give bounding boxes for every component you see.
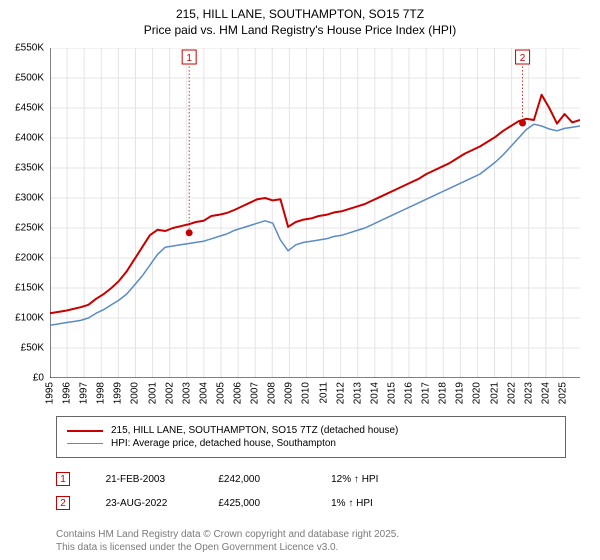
y-tick-label: £350K — [15, 163, 44, 174]
credits-line2: This data is licensed under the Open Gov… — [56, 542, 399, 555]
chart-area: 12 — [50, 48, 580, 378]
x-tick-label: 2009 — [284, 382, 295, 404]
y-tick-label: £550K — [15, 43, 44, 54]
title-line1: 215, HILL LANE, SOUTHAMPTON, SO15 7TZ — [0, 6, 600, 22]
x-tick-label: 2007 — [250, 382, 261, 404]
title-block: 215, HILL LANE, SOUTHAMPTON, SO15 7TZ Pr… — [0, 0, 600, 38]
event-row: 1 21-FEB-2003 £242,000 12% ↑ HPI — [56, 472, 566, 486]
x-tick-label: 2019 — [455, 382, 466, 404]
y-axis-labels: £0£50K£100K£150K£200K£250K£300K£350K£400… — [0, 48, 48, 378]
y-tick-label: £150K — [15, 283, 44, 294]
event-rows: 1 21-FEB-2003 £242,000 12% ↑ HPI 2 23-AU… — [56, 472, 566, 520]
x-tick-label: 2012 — [335, 382, 346, 404]
event-price: £425,000 — [218, 498, 328, 509]
y-tick-label: £50K — [21, 343, 44, 354]
x-tick-label: 2003 — [181, 382, 192, 404]
event-marker-badge: 2 — [56, 496, 70, 510]
svg-text:2: 2 — [520, 53, 526, 64]
legend-swatch — [67, 443, 103, 444]
x-tick-label: 2024 — [540, 382, 551, 404]
event-pct: 12% ↑ HPI — [331, 474, 378, 485]
x-tick-label: 1997 — [79, 382, 90, 404]
legend-row: 215, HILL LANE, SOUTHAMPTON, SO15 7TZ (d… — [67, 425, 555, 436]
chart-svg: 12 — [50, 48, 580, 378]
x-tick-label: 2018 — [438, 382, 449, 404]
x-tick-label: 2023 — [523, 382, 534, 404]
legend-swatch — [67, 430, 103, 432]
event-date: 23-AUG-2022 — [106, 498, 216, 509]
chart-container: 215, HILL LANE, SOUTHAMPTON, SO15 7TZ Pr… — [0, 0, 600, 560]
svg-text:1: 1 — [186, 53, 192, 64]
legend-label: HPI: Average price, detached house, Sout… — [111, 438, 336, 449]
event-price: £242,000 — [218, 474, 328, 485]
y-tick-label: £450K — [15, 103, 44, 114]
legend-label: 215, HILL LANE, SOUTHAMPTON, SO15 7TZ (d… — [111, 425, 398, 436]
x-axis-labels: 1995199619971998199920002001200220032004… — [50, 380, 580, 420]
x-tick-label: 2002 — [164, 382, 175, 404]
x-tick-label: 2015 — [386, 382, 397, 404]
event-date: 21-FEB-2003 — [106, 474, 216, 485]
title-line2: Price paid vs. HM Land Registry's House … — [0, 22, 600, 38]
x-tick-label: 2005 — [215, 382, 226, 404]
y-tick-label: £250K — [15, 223, 44, 234]
x-tick-label: 2001 — [147, 382, 158, 404]
x-tick-label: 2006 — [233, 382, 244, 404]
x-tick-label: 2016 — [404, 382, 415, 404]
x-tick-label: 1995 — [45, 382, 56, 404]
legend: 215, HILL LANE, SOUTHAMPTON, SO15 7TZ (d… — [56, 416, 566, 458]
y-tick-label: £400K — [15, 133, 44, 144]
x-tick-label: 2017 — [421, 382, 432, 404]
x-tick-label: 1999 — [113, 382, 124, 404]
event-pct: 1% ↑ HPI — [331, 498, 373, 509]
x-tick-label: 2014 — [369, 382, 380, 404]
y-tick-label: £200K — [15, 253, 44, 264]
event-marker-badge: 1 — [56, 472, 70, 486]
x-tick-label: 2020 — [472, 382, 483, 404]
credits: Contains HM Land Registry data © Crown c… — [56, 529, 399, 554]
y-tick-label: £300K — [15, 193, 44, 204]
credits-line1: Contains HM Land Registry data © Crown c… — [56, 529, 399, 542]
x-tick-label: 2013 — [352, 382, 363, 404]
x-tick-label: 2022 — [506, 382, 517, 404]
x-tick-label: 2000 — [130, 382, 141, 404]
event-row: 2 23-AUG-2022 £425,000 1% ↑ HPI — [56, 496, 566, 510]
x-tick-label: 2025 — [557, 382, 568, 404]
x-tick-label: 2004 — [198, 382, 209, 404]
x-tick-label: 2008 — [267, 382, 278, 404]
x-tick-label: 2021 — [489, 382, 500, 404]
y-tick-label: £0 — [33, 373, 44, 384]
y-tick-label: £500K — [15, 73, 44, 84]
x-tick-label: 1998 — [96, 382, 107, 404]
y-tick-label: £100K — [15, 313, 44, 324]
x-tick-label: 2011 — [318, 382, 329, 404]
x-tick-label: 2010 — [301, 382, 312, 404]
x-tick-label: 1996 — [62, 382, 73, 404]
legend-row: HPI: Average price, detached house, Sout… — [67, 438, 555, 449]
